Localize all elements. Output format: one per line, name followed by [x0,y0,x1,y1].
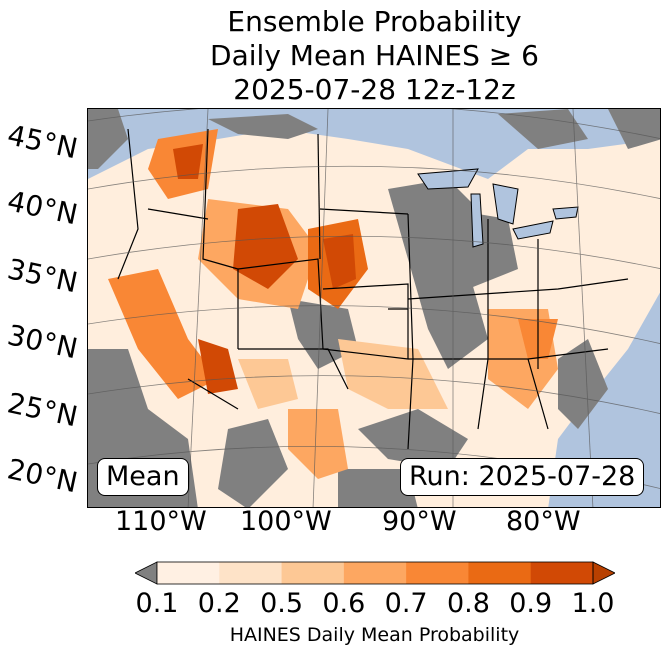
colorbar [135,561,615,585]
lat-label-20: 20°N [4,452,81,500]
colorbar-tick-label: 0.8 [446,588,490,619]
colorbar-tick-label: 0.1 [135,588,179,619]
colorbar-over-arrow [592,561,615,585]
colorbar-bin [468,562,532,584]
probability-map [87,108,661,508]
lat-label-45: 45°N [4,118,81,166]
colorbar-tick-label: 0.7 [384,588,428,619]
lat-label-35: 35°N [4,252,81,300]
lon-label-110w: 110°W [115,506,207,537]
title-line-1: Ensemble Probability [227,5,522,38]
lat-label-40: 40°N [4,184,81,232]
colorbar-bin [343,562,407,584]
colorbar-tick-label: 1.0 [571,588,615,619]
graticule [88,109,660,507]
colorbar-bin [530,562,594,584]
probability-shading [108,129,558,479]
title-line-2: Daily Mean HAINES ≥ 6 [210,39,539,72]
no-data-regions [88,109,660,507]
colorbar-frame [156,561,594,585]
colorbar-bin [219,562,283,584]
lat-label-25: 25°N [4,386,81,434]
lon-label-90w: 90°W [382,506,457,537]
colorbar-under-arrow [135,561,158,585]
state-borders [117,128,629,450]
colorbar-bins [157,562,594,584]
lat-label-30: 30°N [4,318,81,366]
colorbar-bin [406,562,469,584]
run-label-box: Run: 2025-07-28 [400,458,645,496]
lon-label-80w: 80°W [506,506,581,537]
map-svg [88,109,660,507]
colorbar-bin [281,562,345,584]
title-line-3: 2025-07-28 12z-12z [233,73,516,106]
colorbar-tick-label: 0.5 [260,588,304,619]
colorbar-tick-label: 0.6 [322,588,366,619]
great-lakes [417,168,579,248]
colorbar-tick-label: 0.9 [509,588,553,619]
colorbar-label: HAINES Daily Mean Probability [229,624,520,646]
colorbar-bin [157,562,220,584]
colorbar-tick-label: 0.2 [197,588,241,619]
stat-label-box: Mean [97,458,189,496]
lon-label-100w: 100°W [240,506,332,537]
